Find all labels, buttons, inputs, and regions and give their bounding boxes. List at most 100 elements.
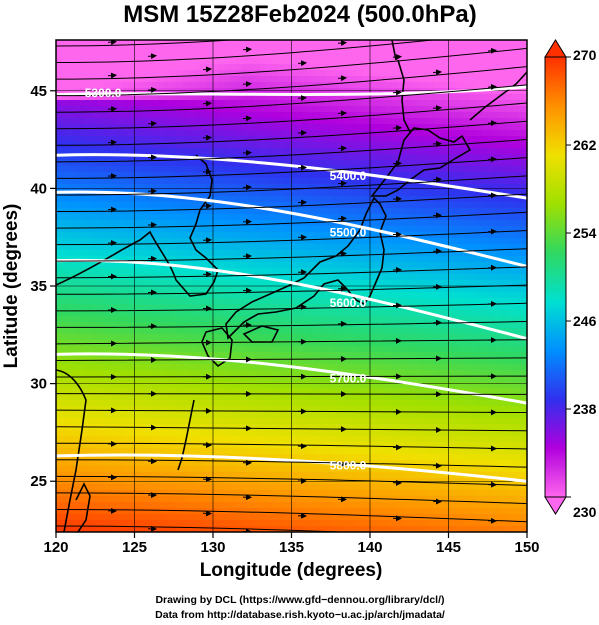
field-cell <box>62 364 69 371</box>
field-cell <box>344 406 351 413</box>
field-cell <box>296 388 303 395</box>
field-cell <box>440 154 447 161</box>
field-cell <box>488 238 495 245</box>
field-cell <box>482 64 489 71</box>
field-cell <box>386 280 393 287</box>
field-cell <box>206 400 213 407</box>
field-cell <box>314 250 321 257</box>
field-cell <box>386 304 393 311</box>
field-cell <box>200 370 207 377</box>
field-cell <box>302 154 309 161</box>
field-cell <box>344 106 351 113</box>
field-cell <box>98 328 105 335</box>
field-cell <box>242 124 249 131</box>
field-cell <box>86 382 93 389</box>
field-cell <box>128 394 135 401</box>
field-cell <box>368 76 375 83</box>
field-cell <box>464 274 471 281</box>
field-cell <box>284 382 291 389</box>
field-cell <box>170 382 177 389</box>
field-cell <box>368 118 375 125</box>
field-cell <box>272 334 279 341</box>
field-cell <box>182 178 189 185</box>
field-cell <box>350 142 357 149</box>
field-cell <box>398 52 405 59</box>
field-cell <box>296 196 303 203</box>
field-cell <box>242 268 249 275</box>
field-cell <box>80 400 87 407</box>
field-cell <box>470 376 477 383</box>
field-cell <box>242 160 249 167</box>
field-cell <box>500 250 507 257</box>
field-cell <box>188 220 195 227</box>
field-cell <box>314 40 321 47</box>
field-cell <box>110 76 117 83</box>
field-cell <box>116 172 123 179</box>
field-cell <box>512 352 519 359</box>
field-cell <box>374 292 381 299</box>
field-cell <box>410 46 417 53</box>
field-cell <box>428 46 435 53</box>
field-cell <box>494 46 501 53</box>
field-cell <box>302 184 309 191</box>
field-cell <box>506 394 513 401</box>
field-cell <box>506 52 513 59</box>
field-cell <box>194 382 201 389</box>
field-cell <box>326 58 333 65</box>
field-cell <box>314 316 321 323</box>
field-cell <box>146 184 153 191</box>
field-cell <box>146 100 153 107</box>
field-cell <box>218 76 225 83</box>
field-cell <box>422 190 429 197</box>
field-cell <box>272 64 279 71</box>
field-cell <box>374 148 381 155</box>
field-cell <box>200 190 207 197</box>
field-cell <box>368 52 375 59</box>
field-cell <box>266 340 273 347</box>
field-cell <box>158 178 165 185</box>
field-cell <box>290 160 297 167</box>
field-cell <box>164 130 171 137</box>
field-cell <box>332 88 339 95</box>
field-cell <box>440 40 447 47</box>
field-cell <box>116 364 123 371</box>
field-cell <box>416 322 423 329</box>
field-cell <box>398 328 405 335</box>
field-cell <box>266 262 273 269</box>
field-cell <box>104 130 111 137</box>
field-cell <box>116 88 123 95</box>
field-cell <box>338 394 345 401</box>
field-cell <box>422 58 429 65</box>
field-cell <box>368 208 375 215</box>
field-cell <box>368 196 375 203</box>
field-cell <box>218 100 225 107</box>
field-cell <box>164 370 171 377</box>
field-cell <box>242 400 249 407</box>
field-cell <box>344 388 351 395</box>
field-cell <box>482 130 489 137</box>
field-cell <box>524 64 527 71</box>
field-cell <box>398 256 405 263</box>
field-cell <box>506 46 513 53</box>
field-cell <box>158 64 165 71</box>
field-cell <box>176 358 183 365</box>
field-cell <box>308 130 315 137</box>
field-cell <box>296 64 303 71</box>
field-cell <box>512 250 519 257</box>
field-cell <box>224 148 231 155</box>
field-cell <box>290 358 297 365</box>
field-cell <box>122 232 129 239</box>
field-cell <box>200 274 207 281</box>
field-cell <box>356 136 363 143</box>
field-cell <box>434 112 441 119</box>
field-cell <box>122 184 129 191</box>
field-cell <box>506 112 513 119</box>
field-cell <box>194 118 201 125</box>
field-cell <box>416 58 423 65</box>
field-cell <box>410 328 417 335</box>
field-cell <box>308 382 315 389</box>
field-cell <box>260 142 267 149</box>
field-cell <box>314 412 321 419</box>
field-cell <box>182 292 189 299</box>
field-cell <box>518 52 525 59</box>
